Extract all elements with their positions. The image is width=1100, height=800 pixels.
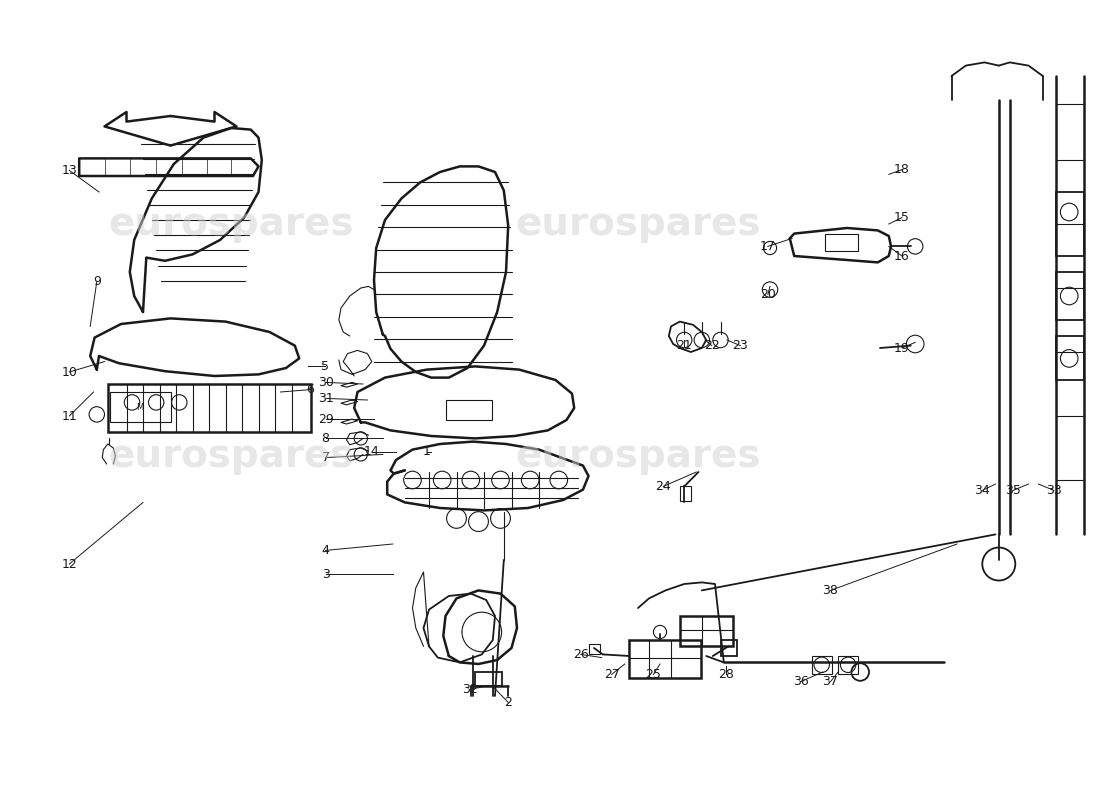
Bar — [108, 384, 311, 432]
Text: 34: 34 — [975, 484, 990, 497]
Text: 30: 30 — [318, 376, 333, 389]
Text: 38: 38 — [823, 584, 838, 597]
Text: 9: 9 — [92, 275, 101, 288]
Bar — [812, 656, 832, 674]
Bar — [680, 486, 691, 501]
Text: 8: 8 — [321, 432, 330, 445]
Text: 33: 33 — [1046, 484, 1062, 497]
Bar — [629, 640, 701, 678]
Text: 2: 2 — [504, 696, 513, 709]
Text: 23: 23 — [733, 339, 748, 352]
Text: 20: 20 — [760, 288, 775, 301]
Text: 26: 26 — [573, 648, 588, 661]
Bar — [446, 400, 492, 420]
Text: 24: 24 — [656, 480, 671, 493]
Text: 18: 18 — [894, 163, 910, 176]
Text: 3: 3 — [321, 568, 330, 581]
Text: eurospares: eurospares — [515, 437, 761, 475]
Text: 7: 7 — [321, 451, 330, 464]
Text: eurospares: eurospares — [108, 437, 354, 475]
Text: 5: 5 — [320, 360, 329, 373]
Text: 1: 1 — [422, 446, 431, 458]
Bar — [110, 392, 170, 422]
Text: 22: 22 — [704, 339, 719, 352]
Text: 25: 25 — [646, 668, 661, 681]
Bar — [1056, 192, 1084, 256]
Text: 4: 4 — [321, 544, 330, 557]
Text: 19: 19 — [894, 342, 910, 354]
Bar — [720, 640, 737, 656]
Text: 10: 10 — [62, 366, 77, 378]
Text: 16: 16 — [894, 250, 910, 262]
Text: 17: 17 — [760, 240, 775, 253]
Bar — [1056, 336, 1084, 380]
Bar — [588, 644, 600, 654]
Text: eurospares: eurospares — [108, 205, 354, 243]
Text: 32: 32 — [462, 683, 477, 696]
Text: 13: 13 — [62, 164, 77, 177]
Text: 11: 11 — [62, 410, 77, 422]
Text: 31: 31 — [318, 392, 333, 405]
Text: eurospares: eurospares — [515, 205, 761, 243]
Text: M: M — [136, 403, 143, 413]
Text: 29: 29 — [318, 413, 333, 426]
Text: 27: 27 — [604, 668, 619, 681]
Text: 12: 12 — [62, 558, 77, 570]
Text: 15: 15 — [894, 211, 910, 224]
Bar — [475, 672, 502, 686]
Text: 37: 37 — [823, 675, 838, 688]
Text: 21: 21 — [676, 339, 692, 352]
Bar — [825, 234, 858, 251]
Bar — [1056, 272, 1084, 320]
Bar — [680, 616, 733, 646]
Bar — [838, 656, 858, 674]
Text: 36: 36 — [793, 675, 808, 688]
Text: 14: 14 — [364, 446, 380, 458]
Text: 28: 28 — [718, 668, 734, 681]
Text: 35: 35 — [1005, 484, 1021, 497]
Text: 6: 6 — [306, 383, 315, 396]
